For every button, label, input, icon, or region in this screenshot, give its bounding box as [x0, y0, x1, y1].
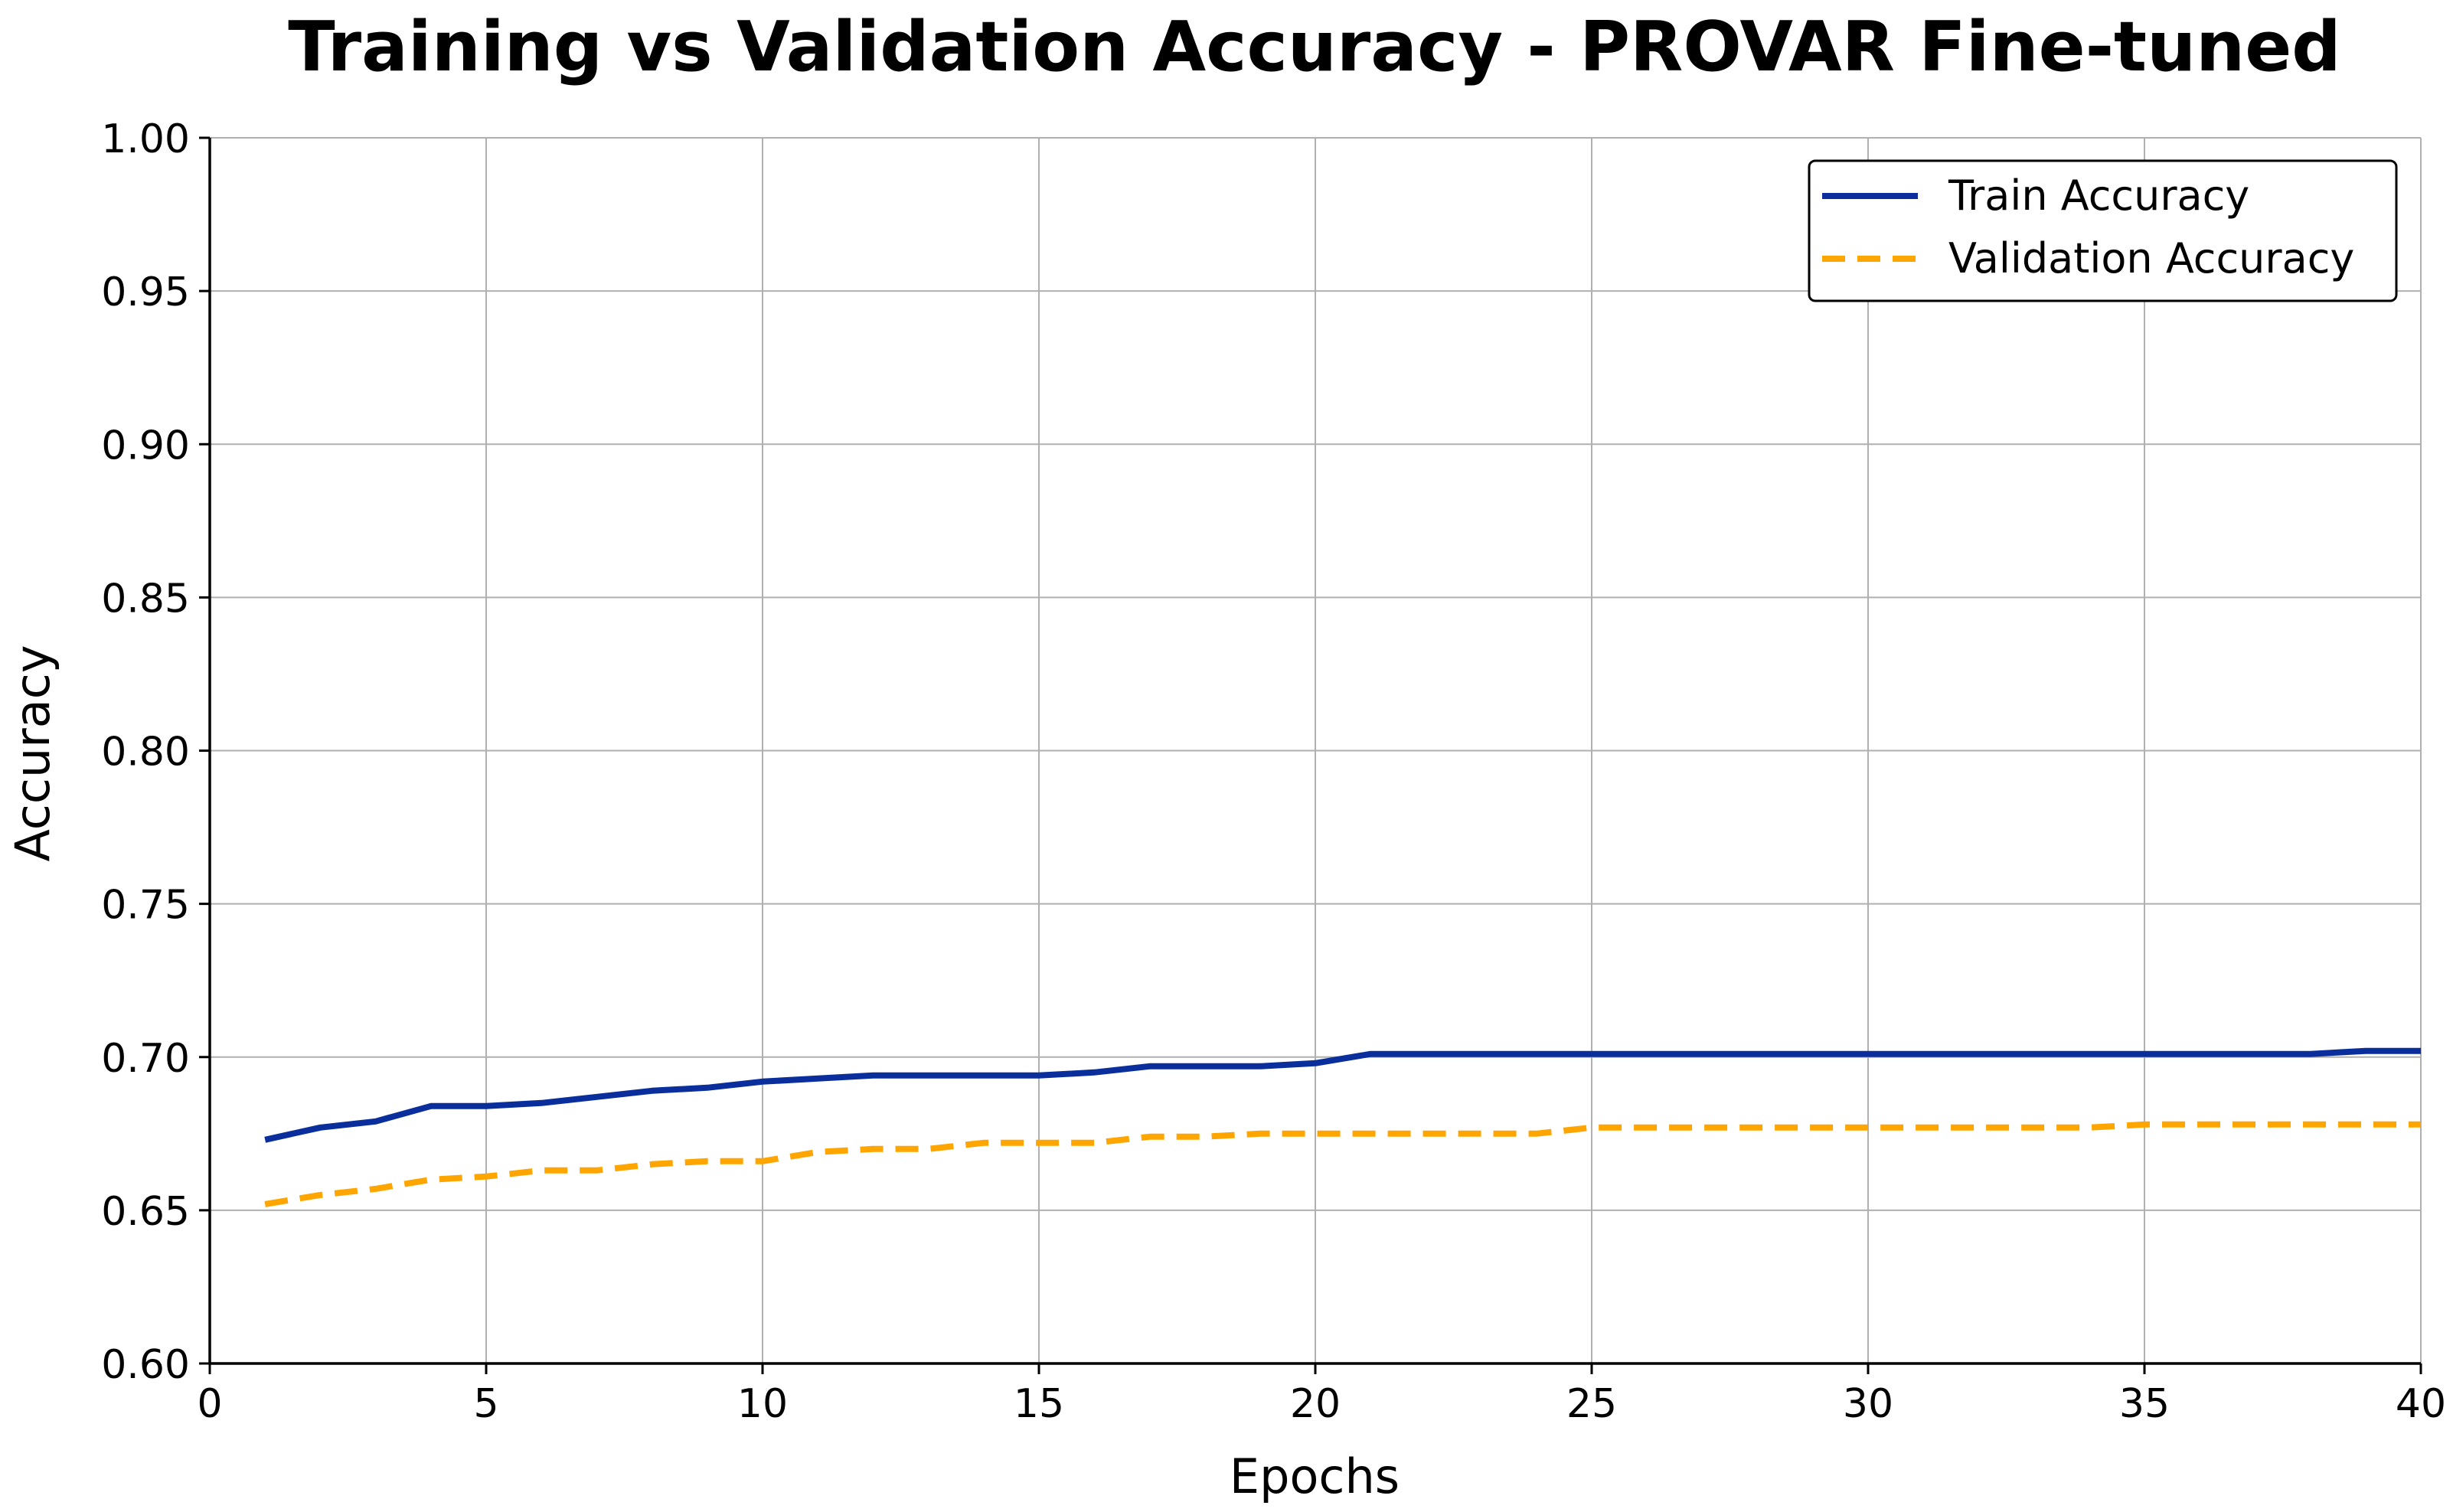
y-tick-label: 0.90 [101, 423, 190, 469]
series-lines [264, 1047, 2421, 1207]
x-tick-label: 35 [2119, 1381, 2170, 1427]
y-tick-label: 0.75 [101, 883, 190, 929]
x-tick-label: 25 [1566, 1381, 1617, 1427]
axes [199, 136, 2422, 1374]
legend-train-label: Train Accuracy [1948, 171, 2249, 220]
train-accuracy-line [264, 1047, 2421, 1143]
chart-title: Training vs Validation Accuracy - PROVAR… [288, 7, 2340, 87]
x-tick-label: 40 [2396, 1381, 2446, 1427]
y-tick-label: 1.00 [101, 116, 190, 162]
x-tick-label: 0 [197, 1381, 222, 1427]
y-tick-label: 0.60 [101, 1342, 190, 1388]
x-tick-label: 20 [1290, 1381, 1341, 1427]
y-tick-label: 0.80 [101, 730, 190, 776]
x-tick-label: 5 [473, 1381, 498, 1427]
y-tick-label: 0.95 [101, 269, 190, 315]
y-tick-label: 0.65 [101, 1189, 190, 1235]
x-tick-label: 15 [1014, 1381, 1064, 1427]
tick-labels: 0 5 10 15 20 25 30 35 40 0.60 0.65 0.70 0.75 0.80 0.85… [101, 116, 2446, 1427]
x-tick-label: 10 [737, 1381, 788, 1427]
legend-box [1808, 159, 2398, 302]
y-tick-label: 0.85 [101, 576, 190, 622]
x-axis-label: Epochs [1230, 1448, 1400, 1504]
x-tick-label: 30 [1843, 1381, 1893, 1427]
y-tick-label: 0.70 [101, 1036, 190, 1082]
y-axis-label: Accuracy [5, 645, 60, 861]
legend: Train Accuracy Validation Accuracy [1808, 159, 2398, 302]
validation-accuracy-line [264, 1121, 2421, 1207]
legend-validation-label: Validation Accuracy [1948, 234, 2354, 282]
